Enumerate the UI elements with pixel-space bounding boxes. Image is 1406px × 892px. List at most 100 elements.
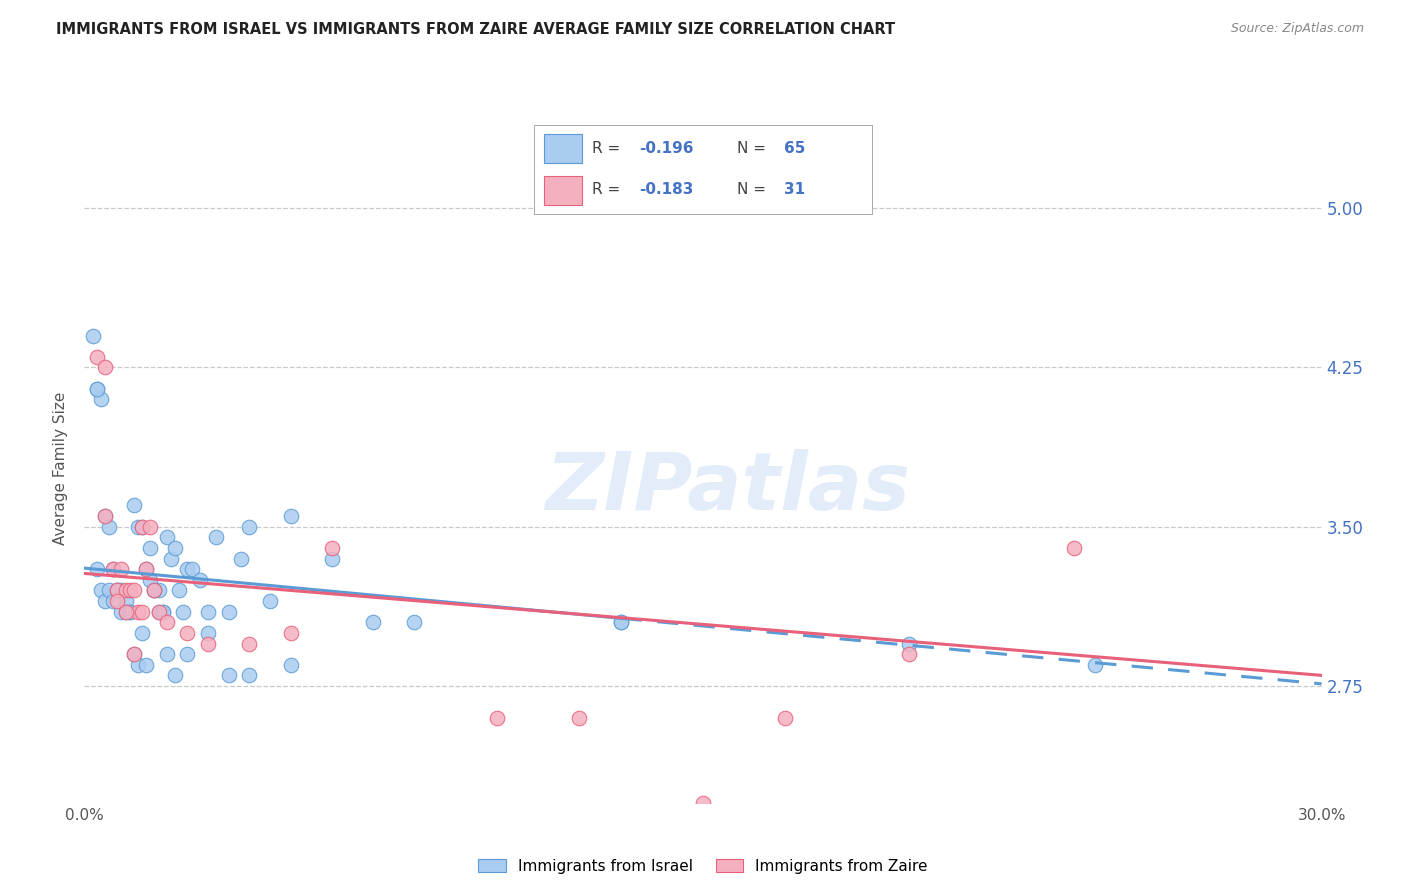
Point bbox=[775, 711, 797, 725]
Point bbox=[280, 657, 302, 672]
Point bbox=[131, 519, 153, 533]
Point bbox=[131, 626, 153, 640]
Point bbox=[218, 668, 240, 682]
Point bbox=[86, 382, 108, 396]
Point bbox=[110, 562, 132, 576]
Point bbox=[114, 605, 136, 619]
Point bbox=[361, 615, 384, 630]
Point bbox=[238, 636, 260, 650]
Point bbox=[139, 541, 162, 555]
Point bbox=[280, 509, 302, 524]
Point bbox=[165, 668, 187, 682]
Point bbox=[86, 382, 108, 396]
Point bbox=[176, 562, 198, 576]
Point bbox=[188, 573, 211, 587]
Point bbox=[485, 711, 508, 725]
Text: R =: R = bbox=[592, 183, 624, 197]
Point bbox=[90, 583, 112, 598]
Text: Source: ZipAtlas.com: Source: ZipAtlas.com bbox=[1230, 22, 1364, 36]
Point bbox=[148, 583, 170, 598]
Point bbox=[160, 551, 183, 566]
Text: N =: N = bbox=[737, 142, 770, 156]
Point bbox=[404, 615, 426, 630]
Point bbox=[156, 615, 179, 630]
Point bbox=[321, 551, 343, 566]
Text: 65: 65 bbox=[785, 142, 806, 156]
Point bbox=[122, 583, 145, 598]
Point bbox=[118, 583, 141, 598]
Point bbox=[94, 509, 117, 524]
Text: N =: N = bbox=[737, 183, 770, 197]
Point bbox=[127, 605, 149, 619]
FancyBboxPatch shape bbox=[544, 176, 582, 205]
Point bbox=[103, 594, 125, 608]
Point bbox=[898, 647, 921, 661]
Point bbox=[197, 626, 219, 640]
Point bbox=[568, 711, 591, 725]
Point bbox=[143, 583, 166, 598]
Point bbox=[1063, 541, 1085, 555]
Point bbox=[122, 647, 145, 661]
FancyBboxPatch shape bbox=[544, 134, 582, 163]
Point bbox=[122, 647, 145, 661]
Point bbox=[131, 605, 153, 619]
Point bbox=[197, 636, 219, 650]
Point bbox=[259, 594, 281, 608]
Point bbox=[898, 636, 921, 650]
Point bbox=[118, 605, 141, 619]
Point bbox=[135, 562, 157, 576]
Point bbox=[156, 530, 179, 544]
Point bbox=[609, 615, 631, 630]
Point bbox=[114, 594, 136, 608]
Point bbox=[280, 626, 302, 640]
Point bbox=[135, 562, 157, 576]
Text: R =: R = bbox=[592, 142, 624, 156]
Point bbox=[148, 605, 170, 619]
Point bbox=[103, 562, 125, 576]
Point bbox=[105, 583, 128, 598]
Point bbox=[143, 583, 166, 598]
Point bbox=[165, 541, 187, 555]
Point bbox=[98, 583, 121, 598]
Point bbox=[110, 583, 132, 598]
Point bbox=[105, 583, 128, 598]
Point bbox=[86, 350, 108, 364]
Legend: Immigrants from Israel, Immigrants from Zaire: Immigrants from Israel, Immigrants from … bbox=[472, 853, 934, 880]
Point bbox=[176, 626, 198, 640]
Point bbox=[205, 530, 228, 544]
Point bbox=[197, 605, 219, 619]
Point bbox=[148, 605, 170, 619]
Point bbox=[172, 605, 194, 619]
Point bbox=[229, 551, 252, 566]
Point bbox=[127, 657, 149, 672]
Point bbox=[692, 796, 714, 810]
Point bbox=[152, 605, 174, 619]
Point bbox=[139, 519, 162, 533]
Point bbox=[321, 541, 343, 555]
Text: 31: 31 bbox=[785, 183, 806, 197]
Point bbox=[114, 583, 136, 598]
Point bbox=[110, 605, 132, 619]
Point bbox=[176, 647, 198, 661]
Point bbox=[90, 392, 112, 407]
Y-axis label: Average Family Size: Average Family Size bbox=[53, 392, 69, 545]
Point bbox=[131, 519, 153, 533]
Point bbox=[238, 519, 260, 533]
Point bbox=[94, 594, 117, 608]
Point bbox=[122, 499, 145, 513]
Point bbox=[135, 657, 157, 672]
Text: -0.196: -0.196 bbox=[638, 142, 693, 156]
Point bbox=[180, 562, 202, 576]
Point bbox=[98, 519, 121, 533]
Point bbox=[103, 562, 125, 576]
Point bbox=[143, 583, 166, 598]
Point bbox=[94, 509, 117, 524]
Point bbox=[238, 668, 260, 682]
Point bbox=[94, 360, 117, 375]
Point bbox=[114, 605, 136, 619]
Point bbox=[609, 615, 631, 630]
Point bbox=[82, 328, 104, 343]
Point bbox=[86, 562, 108, 576]
Text: ZIPatlas: ZIPatlas bbox=[546, 450, 910, 527]
Point bbox=[127, 519, 149, 533]
